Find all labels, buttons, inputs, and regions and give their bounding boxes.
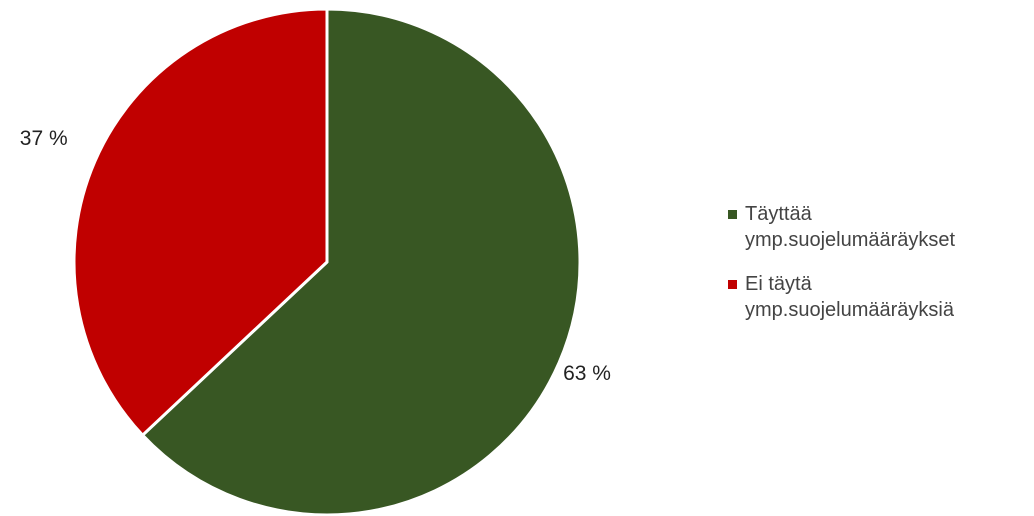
- legend-label-does-not-meet-regulations-line1: Ei täytä: [745, 273, 812, 295]
- legend-label-meets-regulations-line2: ymp.suojelumääräykset: [745, 229, 956, 251]
- legend-swatch-does-not-meet-regulations: [728, 280, 737, 289]
- data-label-meets-regulations: 63 %: [563, 362, 611, 385]
- chart-legend: Täyttää ymp.suojelumääräykset Ei täytä y…: [728, 201, 1034, 341]
- pie-slice-does-not-meet-regulations: [72, 7, 329, 437]
- data-label-does-not-meet-regulations: 37 %: [20, 127, 68, 150]
- legend-item-does-not-meet-regulations: Ei täytä ymp.suojelumääräyksiä: [728, 271, 1034, 323]
- pie-slice-meets-regulations: [141, 7, 582, 516]
- legend-item-meets-regulations: Täyttää ymp.suojelumääräykset: [728, 201, 1034, 253]
- legend-label-meets-regulations-line1: Täyttää: [745, 203, 812, 225]
- legend-swatch-meets-regulations: [728, 210, 737, 219]
- legend-label-does-not-meet-regulations-line2: ymp.suojelumääräyksiä: [745, 299, 954, 321]
